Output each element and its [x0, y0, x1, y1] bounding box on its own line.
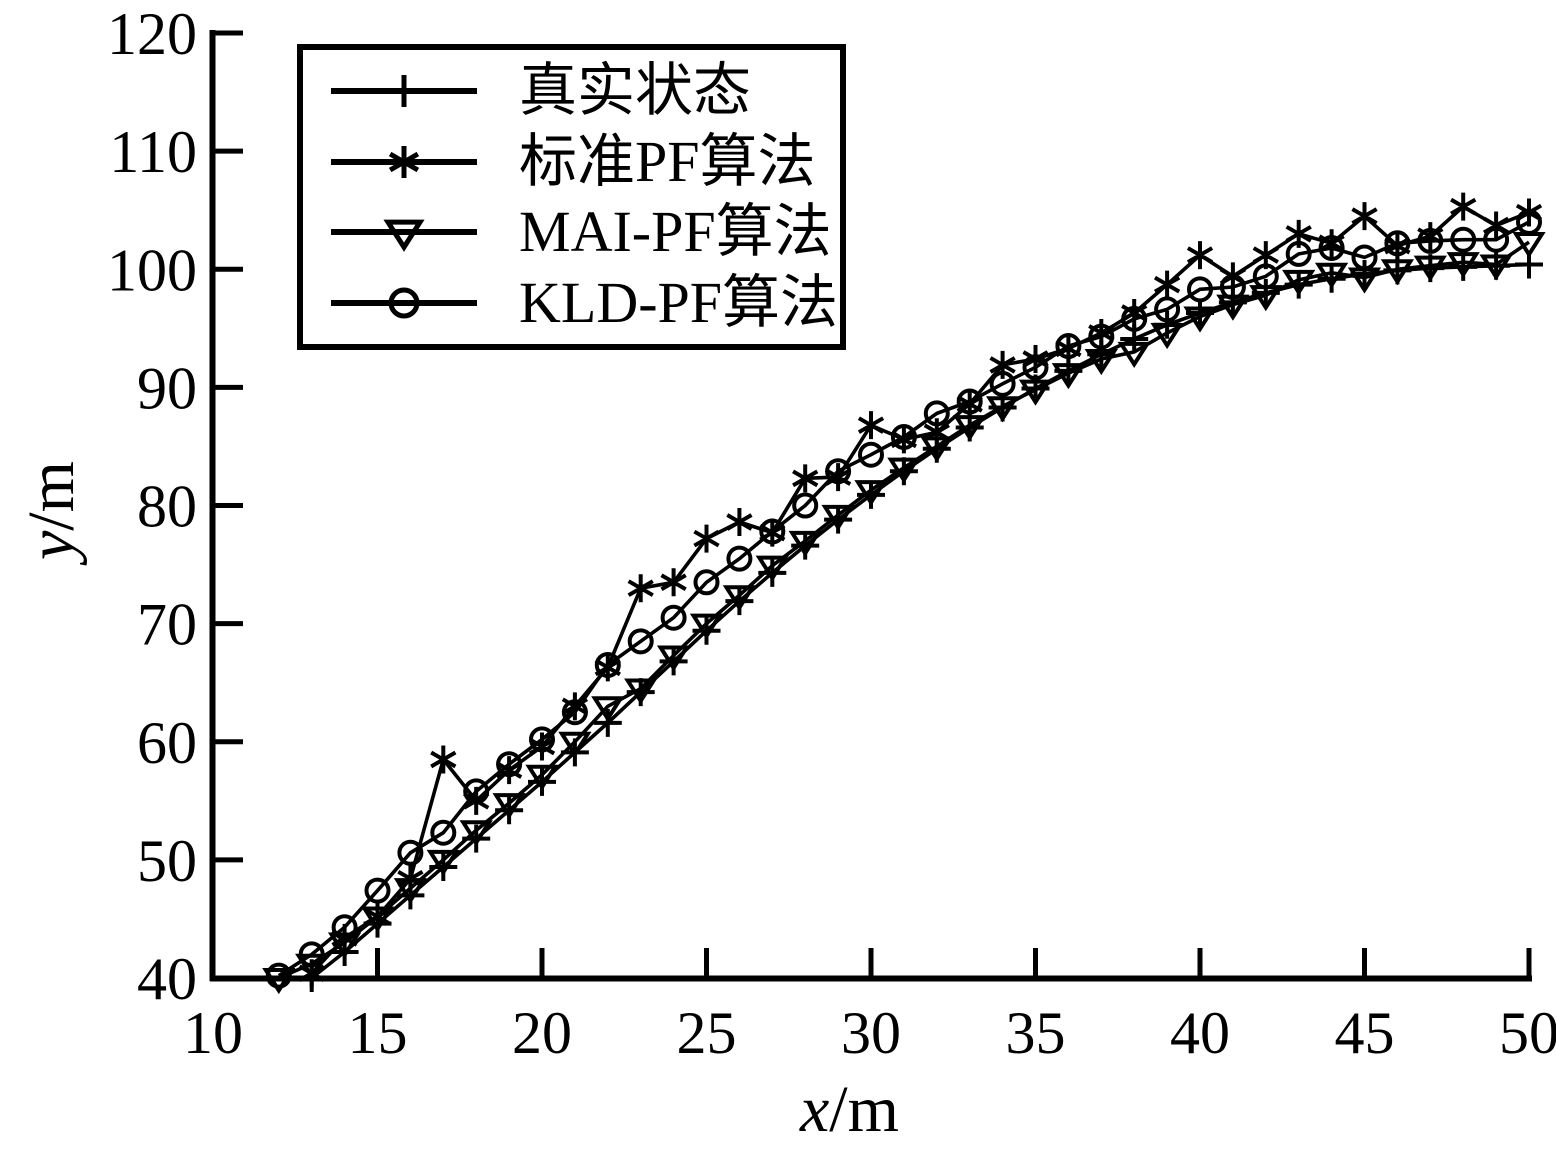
x-tick-label: 10	[183, 1000, 243, 1066]
triangle-down-marker-icon	[331, 219, 477, 253]
legend-item-kld-pf: KLD-PF算法	[303, 270, 840, 336]
circle-marker-icon	[331, 287, 477, 319]
legend-label: MAI-PF算法	[519, 199, 832, 265]
x-axis-unit: /m	[829, 1073, 899, 1146]
x-axis-variable: x	[800, 1073, 830, 1146]
plus-marker-icon	[331, 75, 477, 108]
legend-label: 标准PF算法	[519, 128, 816, 194]
triangle-down-markers	[262, 232, 1546, 995]
y-tick-label: 40	[137, 946, 197, 1012]
series-line-0	[310, 262, 1530, 980]
y-tick-label: 80	[137, 474, 197, 540]
y-axis-title: y/m	[14, 461, 90, 560]
plus-markers	[297, 250, 1543, 992]
y-tick-label: 70	[137, 592, 197, 658]
axis-spines	[209, 30, 1532, 982]
y-tick-label: 100	[107, 237, 197, 303]
x-tick-label: 35	[1006, 1000, 1066, 1066]
legend-item-true-state: 真实状态	[303, 58, 840, 124]
y-tick-label: 60	[137, 710, 197, 776]
x-tick-label: 50	[1499, 1000, 1556, 1066]
x-tick-label: 45	[1335, 1000, 1395, 1066]
triangle-down-icon	[383, 219, 425, 253]
circle-markers	[265, 209, 1543, 989]
y-tick-label: 90	[137, 355, 197, 421]
y-tick-label: 120	[107, 1, 197, 67]
y-tick-label: 110	[109, 119, 197, 185]
x-tick-label: 15	[348, 1000, 408, 1066]
legend: 真实状态 标准PF算法 MAI-PF算法 KLD-PF算法	[297, 44, 846, 350]
circle-icon	[388, 287, 420, 319]
x-tick-label: 20	[512, 1000, 572, 1066]
y-axis-unit: /m	[15, 461, 88, 531]
legend-item-mai-pf: MAI-PF算法	[303, 199, 840, 265]
legend-item-standard-pf: 标准PF算法	[303, 129, 840, 195]
series-line-2	[278, 240, 1531, 980]
asterisk-icon	[388, 145, 420, 178]
x-tick-label: 30	[841, 1000, 901, 1066]
x-tick-label: 25	[677, 1000, 737, 1066]
x-axis-title: x/m	[800, 1072, 899, 1148]
x-tick-label: 40	[1170, 1000, 1230, 1066]
y-axis-variable: y	[15, 530, 88, 560]
legend-label: 真实状态	[519, 58, 752, 124]
y-tick-label: 50	[137, 828, 197, 894]
asterisk-marker-icon	[331, 145, 477, 178]
legend-label: KLD-PF算法	[519, 269, 839, 335]
plus-icon	[388, 75, 420, 108]
